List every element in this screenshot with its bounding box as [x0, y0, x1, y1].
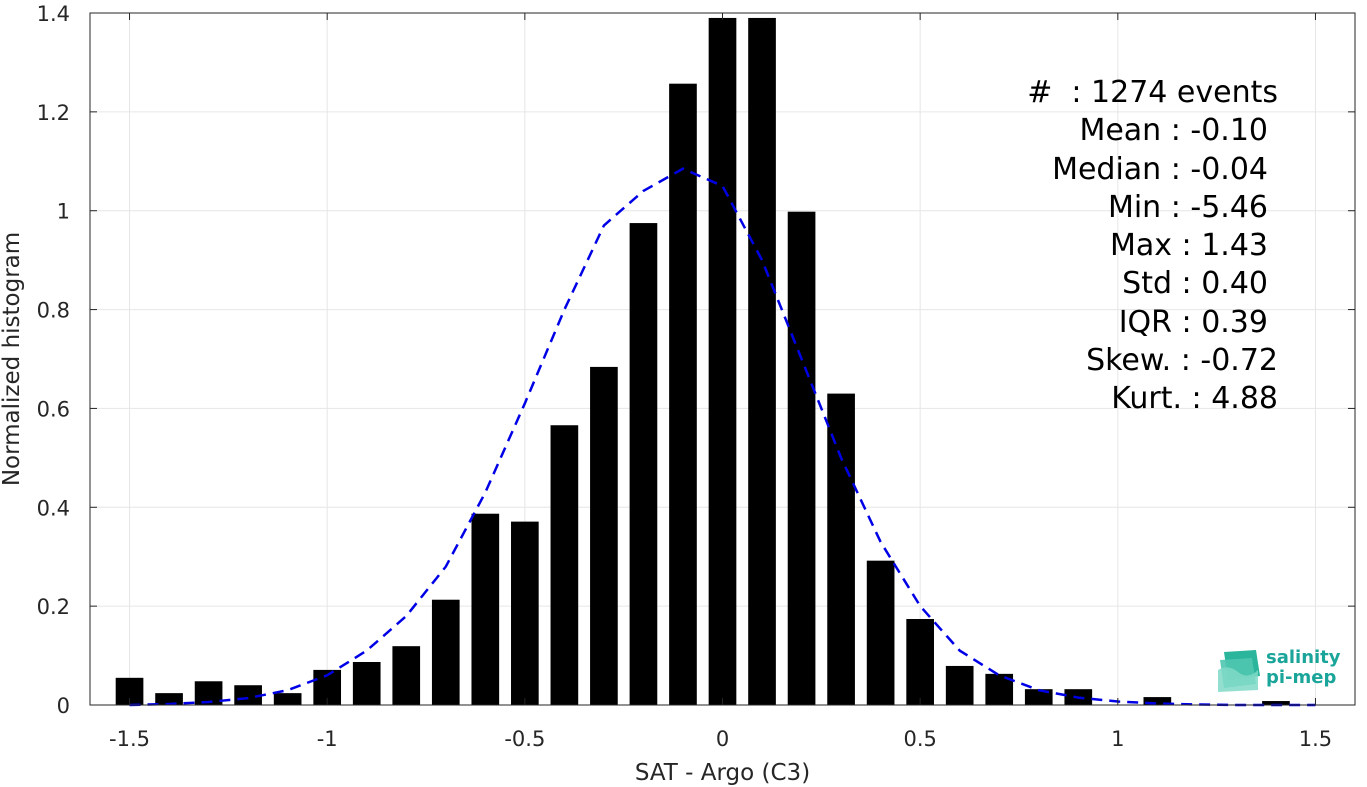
histogram-bar	[629, 223, 658, 706]
x-tick-label: 0.5	[903, 727, 936, 751]
y-tick-label: 1.2	[37, 101, 70, 125]
histogram-bar	[1024, 689, 1053, 705]
stat-max: Max : 1.43	[1110, 228, 1268, 264]
y-tick-label: 1	[57, 200, 70, 224]
histogram-bar	[669, 83, 697, 705]
histogram-bar	[827, 393, 855, 705]
stat-min: Min : -5.46	[1107, 189, 1268, 225]
logo-line-1: salinity	[1266, 647, 1341, 668]
histogram-bar	[352, 661, 381, 705]
salinity-pi-mep-logo: salinity pi-mep	[1216, 646, 1346, 694]
x-tick-label: -0.5	[504, 727, 545, 751]
x-tick-label: 1.5	[1299, 727, 1332, 751]
stat-skew: Skew. : -0.72	[1086, 343, 1278, 379]
y-tick-label: 0.2	[37, 595, 70, 619]
y-tick-label: 0.4	[37, 496, 70, 520]
histogram-bar	[155, 693, 183, 705]
histogram-bar	[273, 693, 302, 705]
histogram-bar	[550, 425, 579, 705]
histogram-bar	[392, 646, 421, 705]
histogram-bar	[708, 17, 737, 705]
x-tick-label: 1	[1111, 727, 1124, 751]
histogram-bar	[906, 618, 934, 705]
y-axis-label: Normalized histogram	[0, 232, 25, 486]
stat-kurt: Kurt. : 4.88	[1111, 381, 1278, 417]
x-tick-label: 0	[716, 727, 729, 751]
stat-count: # : 1274 events	[1027, 75, 1278, 110]
x-tick-label: -1.5	[109, 727, 150, 751]
x-axis-label: SAT - Argo (C3)	[635, 760, 810, 786]
histogram-bars	[115, 17, 1290, 706]
waves-logo-icon	[1218, 650, 1260, 692]
histogram-bar	[511, 521, 539, 705]
statistics-box: # : 1274 events Mean : -0.10 Median : -0…	[878, 74, 1278, 419]
histogram-bar	[945, 665, 974, 705]
y-tick-label: 0.8	[37, 299, 70, 323]
stat-iqr: IQR : 0.39	[1118, 304, 1268, 340]
x-tick-label: -1	[317, 727, 338, 751]
stat-mean: Mean : -0.10	[1079, 113, 1268, 149]
y-axis-ticks: 0 0.2 0.4 0.6 0.8 1 1.2 1.4	[37, 2, 1355, 718]
histogram-bar	[1262, 701, 1290, 705]
y-tick-label: 0	[57, 694, 70, 718]
logo-line-2: pi-mep	[1266, 667, 1337, 688]
stat-std: Std : 0.40	[1122, 266, 1268, 302]
histogram-bar	[590, 366, 618, 705]
histogram-bar	[431, 599, 460, 705]
x-axis-ticks: -1.5 -1 -0.5 0 0.5 1 1.5	[109, 13, 1332, 751]
histogram-bar	[234, 685, 262, 705]
y-tick-label: 0.6	[37, 397, 70, 421]
y-tick-label: 1.4	[37, 2, 70, 26]
stat-median: Median : -0.04	[1052, 151, 1268, 187]
histogram-bar	[748, 17, 776, 705]
histogram-bar	[787, 211, 816, 705]
histogram-bar	[471, 513, 500, 705]
histogram-bar	[866, 560, 895, 705]
histogram-bar	[1143, 697, 1172, 705]
histogram-bar	[194, 681, 223, 705]
